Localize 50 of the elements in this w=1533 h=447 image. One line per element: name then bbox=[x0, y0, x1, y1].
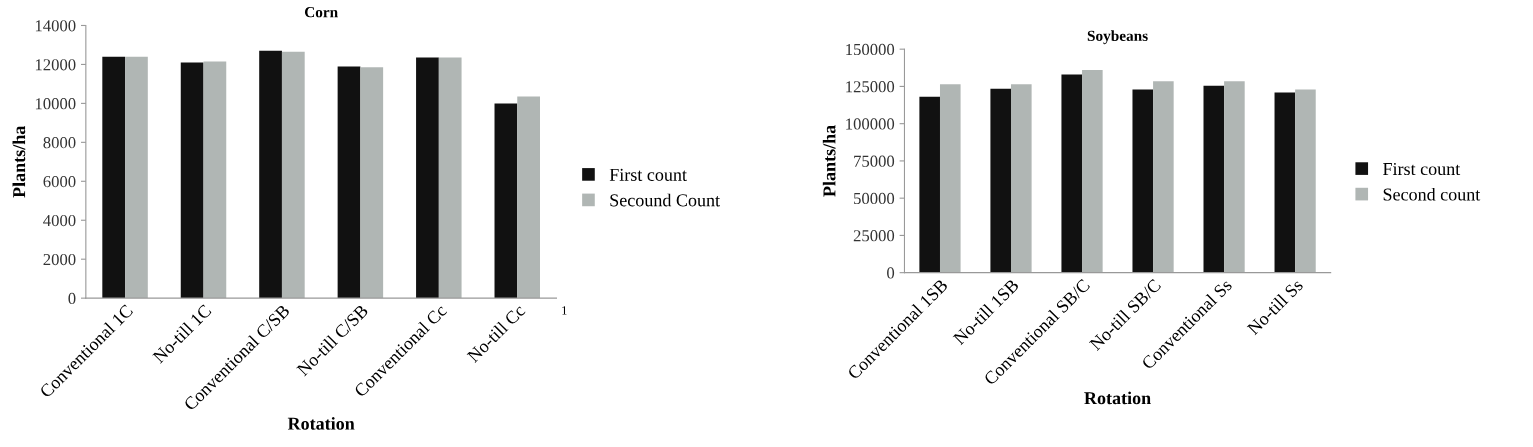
bar bbox=[438, 57, 462, 299]
bar bbox=[1061, 74, 1083, 273]
chart-title: Soybeans bbox=[1087, 30, 1148, 45]
y-axis-title: Plants/ha bbox=[12, 125, 26, 198]
y-tick-label: 150000 bbox=[846, 43, 895, 56]
bar bbox=[259, 50, 282, 299]
y-tick-label: 10000 bbox=[35, 98, 76, 110]
bar bbox=[125, 56, 148, 299]
legend-label: First count bbox=[1383, 162, 1461, 176]
bar bbox=[990, 88, 1012, 273]
y-tick-label: 12000 bbox=[35, 59, 76, 71]
x-axis-title: Rotation bbox=[287, 417, 355, 430]
bar bbox=[203, 61, 227, 299]
bar bbox=[281, 51, 305, 299]
legend-label: Secound Count bbox=[610, 193, 720, 207]
y-tick-label: 4000 bbox=[43, 214, 76, 227]
bar bbox=[1295, 89, 1316, 273]
x-axis-title: Rotation bbox=[1084, 391, 1151, 405]
y-tick-label: 0 bbox=[68, 292, 76, 305]
bar bbox=[1203, 85, 1225, 273]
bar bbox=[360, 67, 384, 299]
legend-label: Second count bbox=[1383, 187, 1481, 201]
bar bbox=[1011, 84, 1032, 273]
text: 1 bbox=[562, 306, 567, 315]
y-tick-label: 50000 bbox=[854, 192, 895, 205]
y-axis-title: Plants/ha bbox=[822, 125, 836, 197]
y-tick-label: 6000 bbox=[43, 175, 76, 188]
bar bbox=[939, 84, 961, 273]
bar bbox=[1274, 92, 1296, 273]
bar bbox=[102, 56, 126, 299]
y-tick-label: 125000 bbox=[846, 81, 895, 93]
bar bbox=[1082, 70, 1103, 273]
y-tick-label: 0 bbox=[887, 267, 895, 279]
bar bbox=[1224, 81, 1245, 273]
y-tick-label: 2000 bbox=[43, 253, 76, 266]
chart-title: Corn bbox=[304, 7, 338, 18]
bar bbox=[180, 62, 204, 299]
bar bbox=[1132, 89, 1154, 273]
legend-label: First count bbox=[609, 168, 687, 181]
y-tick-label: 100000 bbox=[846, 118, 895, 130]
y-tick-label: 14000 bbox=[35, 20, 76, 32]
y-tick-label: 8000 bbox=[43, 137, 76, 149]
bar bbox=[416, 57, 439, 299]
bar bbox=[1153, 81, 1174, 273]
y-tick-label: 75000 bbox=[854, 155, 895, 167]
y-tick-label: 25000 bbox=[853, 230, 895, 242]
bar bbox=[517, 96, 541, 299]
bar bbox=[919, 96, 940, 273]
bar bbox=[337, 66, 361, 299]
bar bbox=[494, 103, 518, 299]
